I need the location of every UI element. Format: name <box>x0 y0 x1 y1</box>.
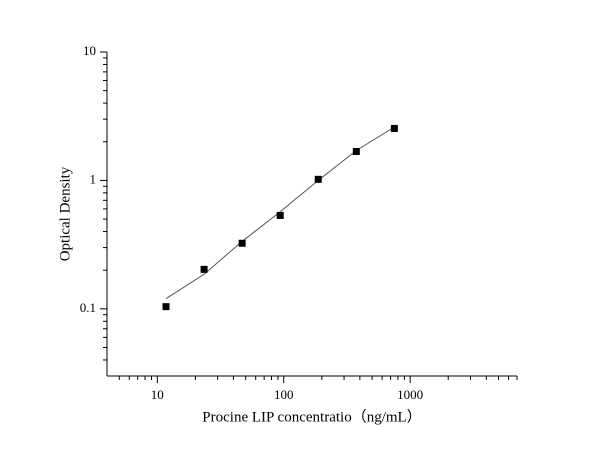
y-tick-label: 0.1 <box>80 300 96 315</box>
data-point <box>200 265 208 273</box>
x-tick-label: 10 <box>151 387 164 402</box>
x-axis-title: Procine LIP concentratio（ng/mL） <box>202 408 421 425</box>
data-point <box>238 239 246 247</box>
y-axis-title: Optical Density <box>57 166 73 261</box>
data-point <box>390 124 398 132</box>
data-point <box>162 303 170 311</box>
x-tick-label: 1000 <box>397 387 423 402</box>
y-tick-label: 1 <box>90 171 97 186</box>
data-point <box>276 211 284 219</box>
data-point <box>314 175 322 183</box>
x-tick-label: 100 <box>274 387 294 402</box>
data-point <box>352 147 360 155</box>
y-tick-label: 10 <box>83 43 96 58</box>
